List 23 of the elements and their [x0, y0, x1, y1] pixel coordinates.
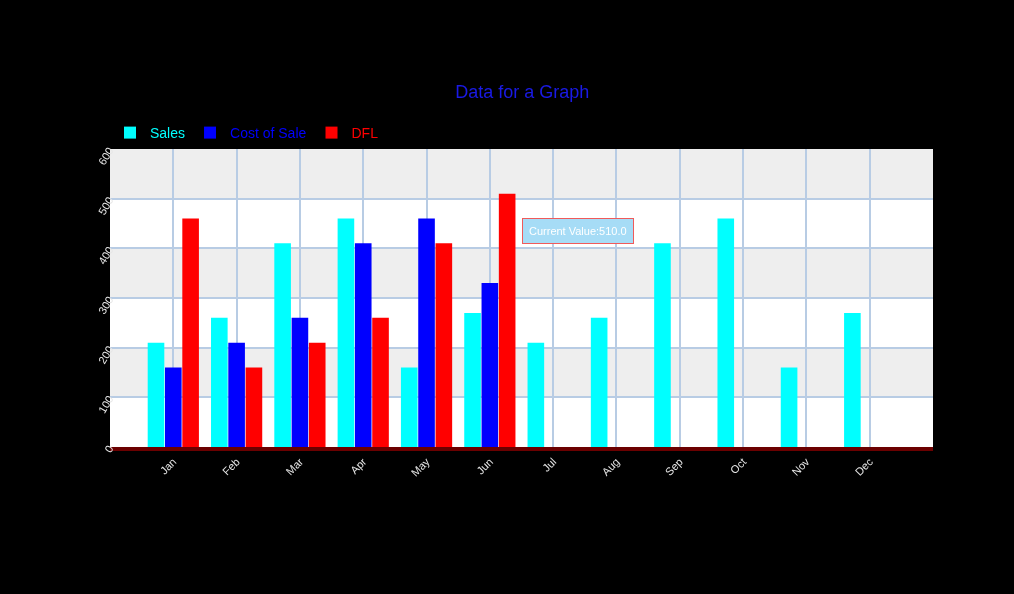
x-tick-label: Jul [540, 455, 559, 474]
x-tick-label: Oct [727, 455, 749, 477]
x-tick-label: Jan [157, 455, 179, 477]
legend-label: Sales [150, 125, 186, 142]
x-tick-label: Apr [347, 455, 369, 477]
y-tick-label: 300 [95, 294, 116, 316]
annotation: Current Value:510.0 [529, 225, 627, 237]
chart-title: Data for a Graph [455, 82, 590, 103]
y-tick-label: 200 [95, 343, 116, 366]
y-tick-label: 100 [95, 393, 116, 416]
y-tick-label: 0 [102, 443, 116, 455]
x-tick-label: Mar [283, 455, 306, 478]
x-tick-label: Sep [662, 455, 686, 478]
y-tick-label: 500 [95, 194, 116, 217]
x-tick-label: Dec [852, 455, 876, 478]
legend-label: Cost of Sale [230, 125, 307, 142]
y-tick-label: 600 [95, 145, 116, 167]
y-tick-label: 400 [95, 244, 116, 267]
x-tick-label: Jun [474, 455, 496, 477]
legend-label: DFL [351, 125, 379, 142]
x-tick-label: Aug [599, 455, 622, 478]
x-tick-label: Nov [789, 455, 813, 478]
x-tick-label: Feb [220, 455, 242, 478]
